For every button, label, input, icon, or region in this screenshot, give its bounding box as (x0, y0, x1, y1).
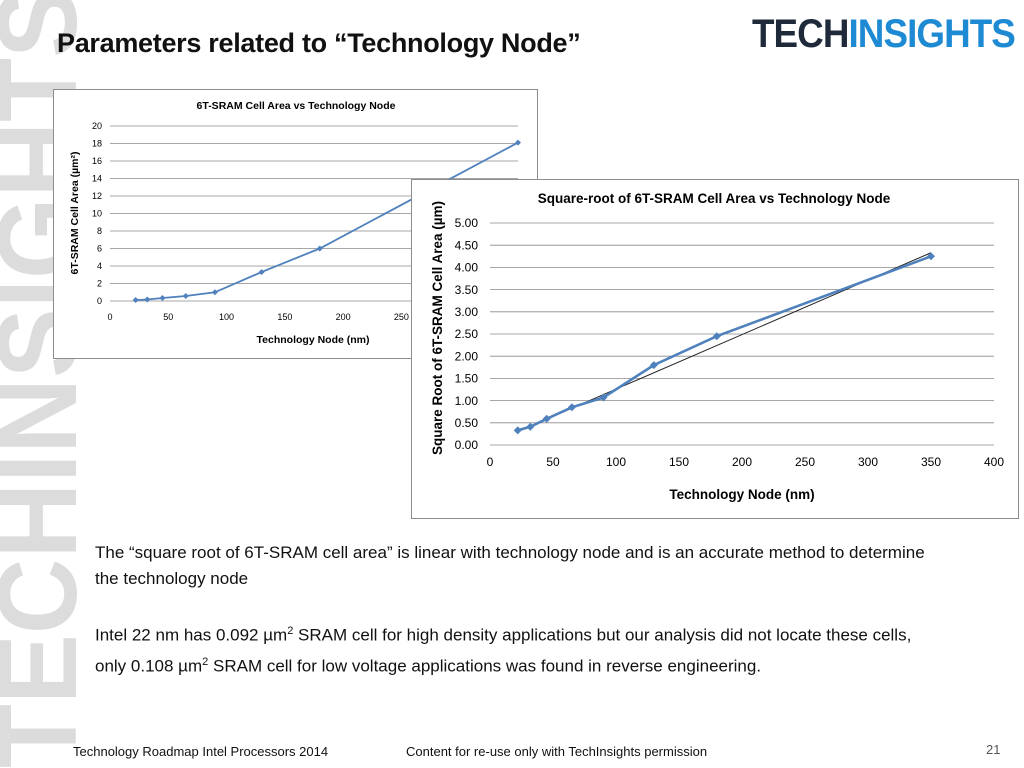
x-tick-label: 150 (277, 312, 292, 322)
x-tick-label: 0 (487, 455, 494, 469)
x-tick-label: 50 (163, 312, 173, 322)
y-tick-label: 10 (92, 209, 102, 219)
y-tick-label: 1.50 (455, 372, 479, 386)
x-tick-label: 200 (732, 455, 752, 469)
chart-sqrt-cell-area: Square-root of 6T-SRAM Cell Area vs Tech… (411, 179, 1019, 519)
x-tick-label: 150 (669, 455, 689, 469)
y-axis-label: Square Root of 6T-SRAM Cell Area (µm) (430, 201, 445, 455)
x-tick-label: 300 (858, 455, 878, 469)
x-tick-label: 0 (107, 312, 112, 322)
y-tick-label: 20 (92, 121, 102, 131)
page-title: Parameters related to “Technology Node” (57, 28, 581, 58)
p2-superscript-1: 2 (287, 625, 294, 637)
logo-insights: INSIGHTS (848, 12, 1015, 56)
data-point (649, 361, 658, 370)
paragraph-intel-22nm: Intel 22 nm has 0.092 µm2 SRAM cell for … (95, 618, 945, 679)
y-tick-label: 0.50 (455, 416, 479, 430)
y-tick-label: 2.00 (455, 349, 479, 363)
data-point (513, 426, 522, 435)
data-point (515, 139, 521, 146)
footer-deck-title: Technology Roadmap Intel Processors 2014 (73, 744, 329, 759)
y-tick-label: 4.00 (455, 261, 479, 275)
y-tick-label: 3.50 (455, 283, 479, 297)
data-point (599, 393, 608, 402)
chart-title: 6T-SRAM Cell Area vs Technology Node (197, 100, 396, 112)
data-point (927, 252, 935, 261)
x-tick-label: 100 (219, 312, 234, 322)
y-tick-label: 6 (97, 244, 102, 254)
y-tick-label: 18 (92, 139, 102, 149)
y-tick-label: 0.00 (455, 438, 479, 452)
data-point (159, 294, 166, 301)
chart-sqrt-cell-area-svg: Square-root of 6T-SRAM Cell Area vs Tech… (430, 191, 1004, 502)
chart-cell-area-svg: 6T-SRAM Cell Area vs Technology Node Tec… (69, 100, 521, 346)
p2-superscript-2: 2 (202, 655, 209, 668)
data-point (258, 269, 265, 276)
data-point (316, 245, 323, 252)
page-number: 21 (986, 742, 1001, 757)
y-tick-label: 8 (97, 226, 102, 236)
footer-permission-notice: Content for re-use only with TechInsight… (406, 744, 708, 759)
y-tick-label: 12 (92, 191, 102, 201)
x-tick-label: 50 (546, 455, 560, 469)
y-tick-label: 1.00 (455, 394, 479, 408)
y-tick-label: 4 (97, 261, 102, 271)
p2-part-a: Intel 22 nm has 0.092 µm (95, 625, 288, 645)
y-tick-label: 2.50 (455, 327, 479, 341)
series-line (517, 255, 932, 432)
y-tick-label: 0 (97, 296, 102, 306)
y-tick-label: 3.00 (455, 305, 479, 319)
x-axis-label: Technology Node (nm) (257, 334, 370, 346)
data-point (132, 297, 139, 304)
data-point (542, 414, 551, 423)
y-tick-label: 14 (92, 174, 102, 184)
y-axis-label: 6T-SRAM Cell Area (µm²) (69, 152, 81, 275)
data-point (567, 403, 576, 412)
data-point (182, 293, 189, 300)
p2-part-c: SRAM cell for low voltage applications w… (208, 656, 762, 676)
x-tick-label: 350 (921, 455, 941, 469)
p2-part-b: SRAM cell for high density applications … (95, 625, 912, 676)
logo-tech: TECH (752, 12, 849, 56)
x-tick-label: 100 (606, 455, 626, 469)
y-tick-label: 16 (92, 156, 102, 166)
data-point (712, 332, 721, 341)
x-tick-label: 200 (336, 312, 351, 322)
chart-title: Square-root of 6T-SRAM Cell Area vs Tech… (538, 191, 891, 206)
paragraph-linearity: The “square root of 6T-SRAM cell area” i… (95, 543, 925, 588)
data-point (144, 296, 151, 303)
y-tick-label: 2 (97, 279, 102, 289)
x-tick-label: 250 (394, 312, 409, 322)
x-tick-label: 250 (795, 455, 815, 469)
y-tick-label: 5.00 (455, 216, 479, 230)
y-tick-label: 4.50 (455, 238, 479, 252)
data-point (211, 289, 218, 296)
body-text: The “square root of 6T-SRAM cell area” i… (95, 540, 945, 705)
brand-logo: TECHINSIGHTS (752, 12, 1016, 57)
x-axis-label: Technology Node (nm) (669, 487, 814, 502)
data-point (526, 422, 535, 431)
x-tick-label: 400 (984, 455, 1004, 469)
